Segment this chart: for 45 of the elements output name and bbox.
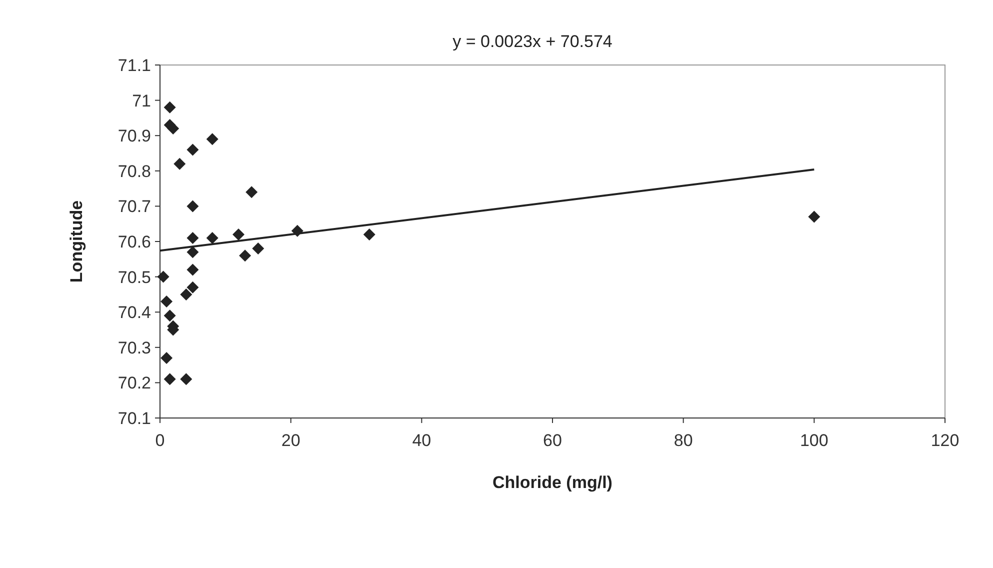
y-tick-label: 70.1 — [118, 408, 151, 428]
point — [160, 352, 173, 364]
point — [164, 310, 176, 322]
point — [239, 250, 252, 262]
x-tick-label: 60 — [543, 431, 562, 450]
y-tick-label: 70.6 — [118, 232, 151, 252]
point — [363, 228, 376, 240]
point — [186, 246, 199, 258]
x-axis-title: Chloride (mg/l) — [492, 473, 612, 492]
point — [246, 186, 258, 198]
y-tick-label: 70.4 — [118, 303, 151, 322]
y-tick-label: 70.5 — [118, 268, 151, 287]
y-tick-label: 70.7 — [118, 197, 151, 216]
y-tick-label: 70.8 — [118, 162, 151, 181]
point — [206, 133, 218, 146]
point — [232, 228, 244, 240]
x-tick-label: 20 — [281, 431, 300, 450]
point — [160, 296, 173, 308]
y-tick-label: 70.3 — [118, 338, 151, 358]
x-tick-label: 100 — [800, 431, 828, 450]
point — [167, 122, 180, 135]
y-tick-label: 71.1 — [118, 56, 151, 75]
x-tick-label: 0 — [155, 431, 165, 450]
point — [164, 101, 176, 114]
point — [186, 232, 199, 244]
text: y = 0.0023x + 70.574 — [452, 32, 612, 51]
x-tick-label: 120 — [930, 431, 960, 450]
point — [186, 281, 199, 294]
point — [186, 264, 199, 276]
point — [206, 232, 218, 244]
point — [252, 242, 264, 255]
point — [174, 158, 186, 170]
point — [186, 200, 199, 212]
x-tick-label: 40 — [412, 431, 432, 450]
point — [164, 373, 176, 386]
y-tick-label: 71 — [132, 91, 151, 110]
point — [808, 210, 820, 223]
y-tick-label: 70.9 — [118, 126, 151, 146]
point — [157, 270, 170, 283]
point — [180, 288, 192, 300]
y-tick-label: 70.2 — [118, 374, 151, 393]
point — [186, 144, 199, 156]
point — [180, 373, 192, 386]
x-tick-label: 80 — [674, 431, 693, 450]
y-axis-title: Longitude — [67, 200, 86, 283]
